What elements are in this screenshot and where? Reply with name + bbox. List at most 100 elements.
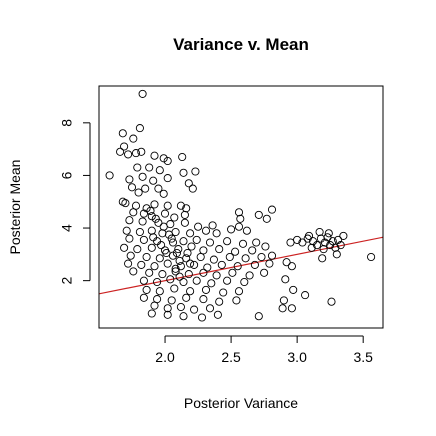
data-point: [192, 235, 201, 244]
data-point: [219, 288, 228, 297]
chart-title: Variance v. Mean: [173, 35, 309, 54]
data-point: [327, 297, 336, 306]
data-point: [201, 285, 211, 294]
data-point: [135, 124, 144, 133]
data-point: [190, 305, 199, 314]
data-point: [158, 270, 167, 279]
data-point: [167, 296, 176, 305]
data-point: [163, 156, 172, 166]
data-point: [142, 252, 151, 262]
data-point: [138, 217, 147, 226]
data-point: [315, 227, 324, 237]
data-point: [242, 226, 251, 235]
data-point: [159, 189, 168, 198]
data-point: [168, 238, 178, 247]
data-point: [201, 226, 211, 235]
data-point: [324, 229, 333, 238]
data-point: [142, 285, 151, 294]
data-point: [159, 222, 168, 231]
data-point: [171, 267, 180, 276]
data-point: [131, 201, 141, 210]
y-axis: 2 4 6 8: [59, 119, 91, 285]
data-point: [240, 277, 249, 287]
data-point: [145, 163, 154, 172]
data-point: [184, 270, 193, 279]
data-point: [179, 312, 188, 321]
data-point: [320, 238, 329, 247]
data-point: [121, 199, 130, 208]
data-point: [234, 208, 244, 217]
data-point: [176, 302, 185, 312]
data-point: [187, 242, 196, 251]
data-point: [316, 234, 325, 243]
data-point: [145, 268, 154, 277]
data-point: [166, 275, 175, 284]
data-point: [105, 171, 114, 180]
data-point: [154, 184, 163, 193]
data-point: [289, 285, 298, 294]
data-point: [301, 291, 310, 300]
data-point: [147, 243, 156, 252]
data-point: [336, 241, 345, 250]
data-point: [207, 279, 216, 288]
data-point: [186, 229, 195, 238]
data-point: [287, 304, 296, 313]
data-point: [122, 226, 131, 235]
data-point: [171, 264, 180, 273]
data-point: [158, 229, 167, 238]
data-point: [129, 208, 138, 217]
data-point: [179, 277, 188, 287]
x-tick-label: 3.5: [353, 349, 373, 365]
data-point: [286, 238, 295, 247]
data-point: [304, 231, 314, 240]
data-point: [176, 262, 185, 271]
data-point: [194, 222, 203, 231]
data-point: [331, 243, 340, 252]
x-axis: 2.0 2.5 3.0 3.5: [155, 335, 373, 365]
data-point: [155, 254, 164, 263]
data-point: [209, 255, 218, 264]
data-point: [199, 268, 208, 277]
data-point: [138, 89, 147, 98]
data-point: [203, 263, 212, 272]
data-point: [162, 248, 171, 258]
data-point: [182, 254, 191, 263]
data-point: [171, 227, 180, 237]
y-axis-label: Posterior Mean: [7, 160, 23, 255]
data-point: [260, 268, 269, 277]
data-point: [232, 296, 241, 305]
data-point: [236, 214, 245, 223]
data-point: [212, 271, 221, 280]
data-point: [155, 287, 164, 296]
data-point: [248, 246, 257, 255]
data-point: [150, 151, 159, 160]
data-point: [281, 275, 290, 284]
data-point: [231, 247, 240, 256]
data-point: [278, 304, 287, 313]
data-point: [188, 184, 197, 193]
data-point: [215, 297, 224, 306]
data-point: [192, 276, 201, 285]
data-point: [250, 260, 259, 269]
data-point: [146, 206, 155, 215]
data-point: [228, 268, 237, 277]
data-point: [139, 276, 148, 285]
data-point: [147, 212, 156, 221]
data-point: [179, 168, 188, 177]
data-point: [150, 200, 159, 209]
data-point: [267, 251, 277, 260]
data-point: [254, 210, 263, 219]
data-point: [182, 293, 191, 302]
data-point: [125, 234, 134, 243]
data-point: [245, 271, 254, 280]
data-point: [153, 237, 162, 246]
data-point: [339, 231, 348, 240]
data-point: [120, 243, 129, 252]
data-point: [139, 235, 148, 244]
data-point: [163, 201, 172, 210]
data-point: [212, 229, 221, 238]
plot-frame: [98, 85, 384, 329]
data-point: [120, 142, 129, 151]
data-point: [175, 272, 184, 281]
